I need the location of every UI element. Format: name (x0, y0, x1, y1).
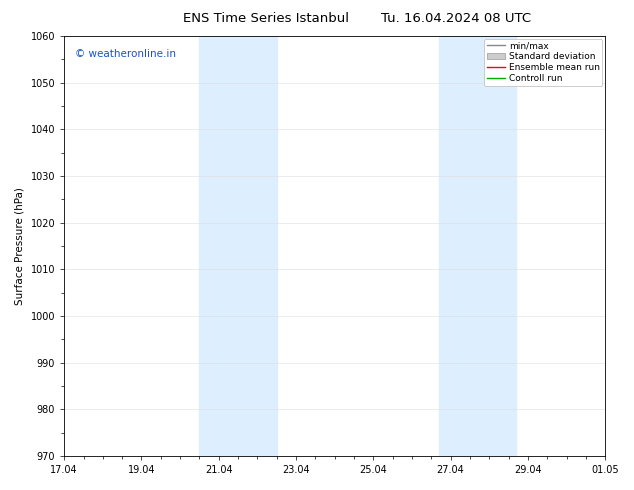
Text: ENS Time Series Istanbul: ENS Time Series Istanbul (183, 12, 349, 25)
Bar (439, 36, 516, 456)
Y-axis label: Surface Pressure (hPa): Surface Pressure (hPa) (15, 187, 25, 305)
Text: Tu. 16.04.2024 08 UTC: Tu. 16.04.2024 08 UTC (382, 12, 531, 25)
Text: © weatheronline.in: © weatheronline.in (75, 49, 176, 59)
Bar (200, 36, 276, 456)
Legend: min/max, Standard deviation, Ensemble mean run, Controll run: min/max, Standard deviation, Ensemble me… (484, 39, 602, 86)
